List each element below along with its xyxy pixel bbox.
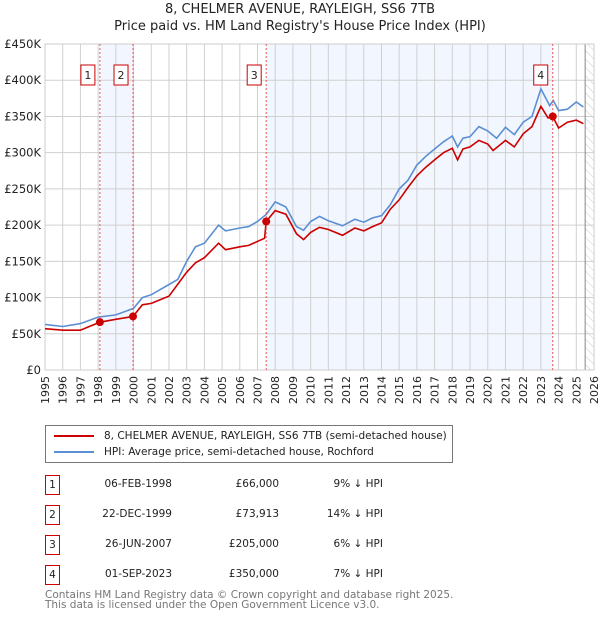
x-tick-label: 2008 [269,376,282,404]
footer-line: This data is licensed under the Open Gov… [45,599,380,611]
x-tick-label: 1999 [110,376,123,404]
sale-label-box [113,64,129,86]
y-tick-label: £450K [4,37,41,51]
table-row: 1 06-FEB-1998 £66,000 9% ↓ HPI [45,475,385,495]
x-tick-label: 2021 [499,376,512,404]
x-tick-label: 2018 [446,376,459,404]
sale-label-box [246,64,262,86]
y-tick-label: £150K [4,254,41,268]
sale-point [548,112,557,121]
x-tick-label: 1996 [57,376,70,404]
shaded-ownership-range [266,44,553,370]
x-tick-label: 2010 [305,376,318,404]
plot-border [44,43,595,371]
legend-label: HPI: Average price, semi-detached house,… [104,446,374,458]
x-tick-label: 2009 [287,376,300,404]
x-tick-label: 2024 [553,376,566,404]
sale-point [95,318,104,327]
x-tick-label: 2013 [358,376,371,404]
x-tick-label: 2000 [128,376,141,404]
legend-swatch-red [54,435,94,437]
x-tick-label: 2023 [535,376,548,404]
x-tick-label: 1998 [92,376,105,404]
sale-number-badge: 4 [45,565,60,585]
price-chart: 1995 1996 1997 1998 1999 2000 2001 2002 2003 2004… [4,37,600,404]
sale-label: 1 [84,69,91,82]
sale-date: 22-DEC-1999 [102,508,172,520]
y-tick-label: £0 [26,363,41,377]
chart-title: 8, CHELMER AVENUE, RAYLEIGH, SS6 7TB [164,2,436,17]
sale-hpi-diff: 9% ↓ HPI [333,478,383,490]
x-tick-label: 2014 [375,376,388,404]
future-hatch-area [585,44,594,370]
x-tick-label: 2011 [322,376,335,404]
footer-attribution: Contains HM Land Registry data © Crown c… [45,589,454,611]
sale-price: £66,000 [235,478,279,490]
table-row: 3 26-JUN-2007 £205,000 6% ↓ HPI [45,535,385,555]
sale-label-box [533,64,549,86]
x-tick-label: 1995 [39,376,52,404]
legend-swatch-blue [54,451,94,453]
sale-date: 01-SEP-2023 [104,568,172,580]
sale-number-badge: 1 [45,475,60,495]
sale-hpi-diff: 14% ↓ HPI [326,508,383,520]
y-tick-label: £50K [12,327,42,341]
legend-item-property: 8, CHELMER AVENUE, RAYLEIGH, SS6 7TB (se… [54,430,447,442]
sale-date: 06-FEB-1998 [104,478,172,490]
x-tick-label: 2006 [234,376,247,404]
legend-label: 8, CHELMER AVENUE, RAYLEIGH, SS6 7TB (se… [104,430,447,442]
table-row: 4 01-SEP-2023 £350,000 7% ↓ HPI [45,565,385,585]
sale-label-box [80,64,96,86]
x-tick-label: 2012 [340,376,353,404]
x-tick-label: 2022 [517,376,530,404]
footer-line: Contains HM Land Registry data © Crown c… [45,589,454,601]
x-tick-label: 2020 [482,376,495,404]
series-line [44,104,584,331]
sale-label: 4 [537,69,544,82]
y-tick-label: £300K [4,146,41,160]
y-tick-label: £200K [4,218,41,232]
x-tick-label: 2005 [216,376,229,404]
y-tick-label: £400K [4,73,41,87]
x-tick-label: 1997 [74,376,87,404]
x-tick-label: 2007 [252,376,265,404]
y-tick-label: £100K [4,291,41,305]
table-row: 2 22-DEC-1999 £73,913 14% ↓ HPI [45,505,385,525]
sale-hpi-diff: 6% ↓ HPI [333,538,383,550]
sale-point [129,312,138,321]
x-tick-label: 2017 [429,376,442,404]
x-tick-label: 2026 [588,376,600,404]
sale-date: 26-JUN-2007 [105,538,172,550]
x-tick-label: 2002 [163,376,176,404]
chart-subtitle: Price paid vs. HM Land Registry's House … [114,19,486,34]
sale-point [262,217,271,226]
sale-price: £350,000 [228,568,279,580]
x-tick-label: 2016 [411,376,424,404]
sale-price: £205,000 [228,538,279,550]
series-line [44,86,584,328]
y-tick-label: £250K [4,182,41,196]
chart-legend: 8, CHELMER AVENUE, RAYLEIGH, SS6 7TB (se… [45,425,453,463]
x-tick-label: 2003 [181,376,194,404]
sale-price: £73,913 [235,508,279,520]
x-tick-label: 2004 [198,376,211,404]
sale-number-badge: 3 [45,535,60,555]
sale-number-badge: 2 [45,505,60,525]
y-tick-label: £350K [4,109,41,123]
x-tick-label: 2025 [570,376,583,404]
sale-label: 2 [118,69,125,82]
sale-label: 3 [251,69,258,82]
x-tick-label: 2015 [393,376,406,404]
x-tick-label: 2001 [145,376,158,404]
legend-item-hpi: HPI: Average price, semi-detached house,… [54,446,374,458]
x-tick-label: 2019 [464,376,477,404]
sale-hpi-diff: 7% ↓ HPI [333,568,383,580]
